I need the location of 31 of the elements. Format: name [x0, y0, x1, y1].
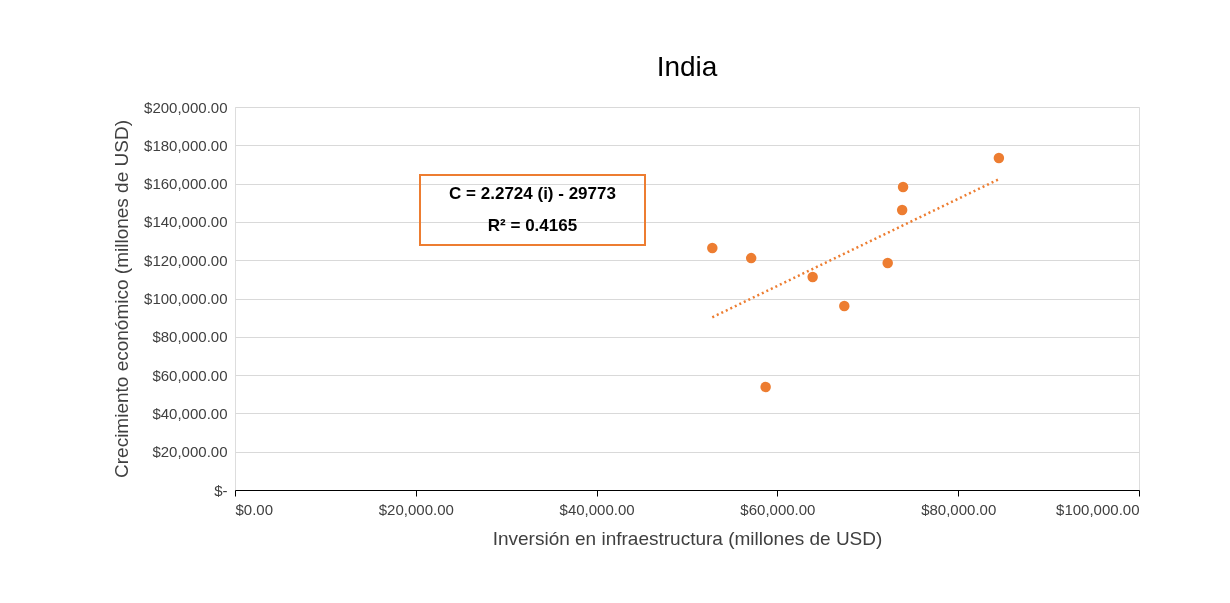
- x-tick-label: $80,000.00: [921, 500, 997, 518]
- x-tick-label: $0.00: [235, 500, 274, 518]
- y-tick-label: $100,000.00: [144, 290, 228, 307]
- x-tick-label: $40,000.00: [559, 500, 635, 518]
- y-tick-label: $40,000.00: [152, 404, 228, 422]
- x-tick-label: $20,000.00: [378, 500, 454, 518]
- point: [993, 152, 1005, 164]
- point: [882, 257, 893, 269]
- point: [745, 252, 757, 264]
- x-tick-label: $60,000.00: [740, 500, 816, 518]
- y-tick-label: $140,000.00: [144, 213, 228, 231]
- point: [707, 242, 718, 254]
- y-tick-label: $80,000.00: [152, 328, 228, 346]
- point: [896, 204, 908, 216]
- annotation: R² = 0.4165: [487, 216, 578, 235]
- y-tick-label: $200,000.00: [144, 98, 228, 116]
- y-tick-label: $20,000.00: [152, 443, 228, 461]
- point: [839, 300, 850, 312]
- chart-title: India: [656, 51, 718, 82]
- x-axis-title: Inversión en infraestructura (millones de USD): [492, 527, 883, 549]
- y-tick-label: $-: [214, 481, 228, 499]
- annotation: C = 2.2724 (i) - 29773: [449, 184, 616, 203]
- y-tick-label: $60,000.00: [152, 366, 228, 384]
- y-tick-label: $180,000.00: [144, 136, 228, 154]
- point: [760, 381, 771, 393]
- y-tick-label: $160,000.00: [144, 175, 228, 193]
- point: [807, 271, 818, 283]
- y-tick-label: $120,000.00: [144, 251, 228, 269]
- y-axis-title: Crecimiento económico (millones de USD): [111, 120, 133, 478]
- x-tick-label: $100,000.00: [1056, 500, 1140, 518]
- point: [897, 181, 909, 193]
